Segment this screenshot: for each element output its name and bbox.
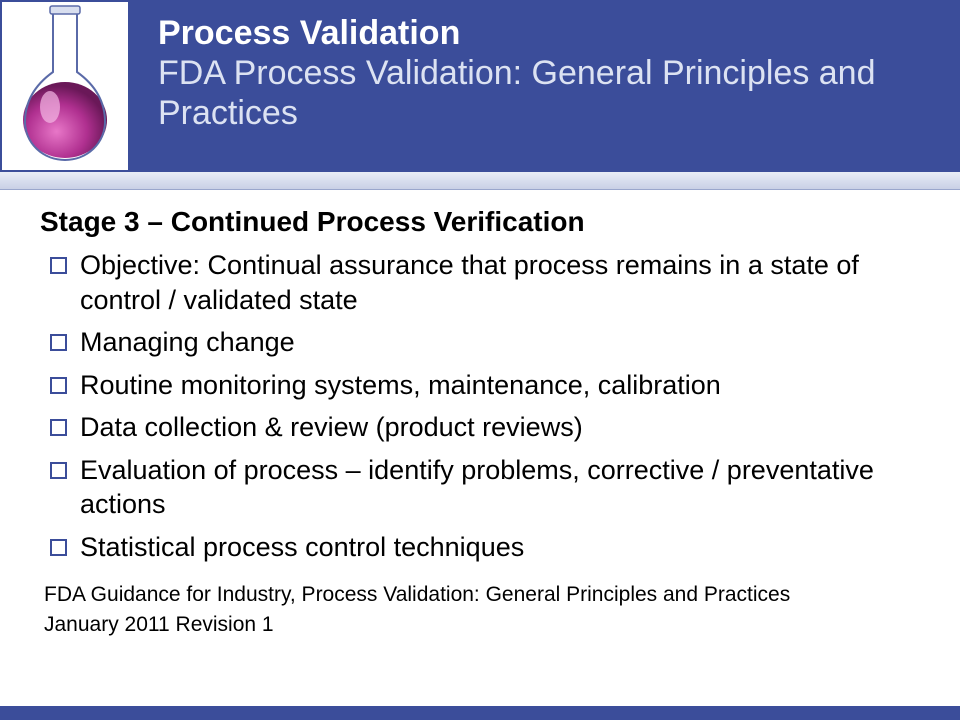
- slide-body: Stage 3 – Continued Process Verification…: [0, 190, 960, 649]
- list-item: Managing change: [46, 325, 920, 360]
- list-item: Data collection & review (product review…: [46, 410, 920, 445]
- footnote-line: January 2011 Revision 1: [44, 610, 920, 639]
- footnote-line: FDA Guidance for Industry, Process Valid…: [44, 580, 920, 609]
- slide-title: Process Validation: [158, 14, 940, 53]
- list-item: Objective: Continual assurance that proc…: [46, 248, 920, 317]
- list-item: Evaluation of process – identify problem…: [46, 453, 920, 522]
- footer-band: [0, 706, 960, 720]
- list-item: Routine monitoring systems, maintenance,…: [46, 368, 920, 403]
- header-band: Process Validation FDA Process Validatio…: [0, 0, 960, 172]
- bullet-list: Objective: Continual assurance that proc…: [46, 248, 920, 564]
- flask-icon: [10, 2, 120, 162]
- slide-title-block: Process Validation FDA Process Validatio…: [130, 0, 960, 172]
- header-accent-band: [0, 172, 960, 190]
- stage-heading: Stage 3 – Continued Process Verification: [40, 206, 920, 238]
- decorative-flask-image: [0, 0, 130, 172]
- footnote: FDA Guidance for Industry, Process Valid…: [40, 580, 920, 639]
- slide-subtitle: FDA Process Validation: General Principl…: [158, 53, 940, 133]
- list-item: Statistical process control techniques: [46, 530, 920, 565]
